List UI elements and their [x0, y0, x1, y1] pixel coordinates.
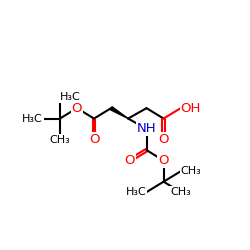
Text: O: O [89, 133, 99, 146]
Text: O: O [158, 133, 169, 146]
Text: CH₃: CH₃ [181, 166, 202, 176]
Text: NH: NH [137, 122, 156, 136]
Text: H₃C: H₃C [126, 187, 146, 197]
Text: O: O [72, 102, 82, 115]
Text: O: O [124, 154, 135, 167]
Text: CH₃: CH₃ [170, 187, 191, 197]
Text: H₃C: H₃C [60, 92, 81, 102]
Text: OH: OH [181, 102, 201, 115]
Text: H₃C: H₃C [22, 114, 43, 124]
Text: CH₃: CH₃ [50, 135, 70, 145]
Text: O: O [158, 154, 169, 167]
Polygon shape [110, 107, 128, 118]
